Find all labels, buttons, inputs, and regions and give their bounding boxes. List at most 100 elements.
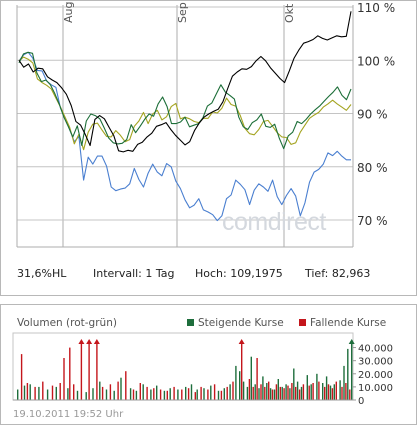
y-tick-label: 80 % <box>357 161 388 175</box>
volume-bar <box>254 384 256 400</box>
volume-bar <box>306 375 308 400</box>
volume-bar <box>264 386 266 400</box>
volume-bar <box>169 388 171 400</box>
volume-bar <box>109 384 112 400</box>
volume-bar <box>347 348 349 400</box>
volume-bar <box>76 390 79 400</box>
volume-bar <box>327 384 330 400</box>
y-tick-label: 110 % <box>357 1 395 15</box>
volume-bar <box>269 388 272 400</box>
volume-bar <box>333 384 335 400</box>
overflow-arrow <box>86 339 93 344</box>
volume-panel: 40.000 30.000 20.000 10.000 0 Volumen (rot-g… <box>0 304 417 425</box>
watermark: comdirect <box>222 208 326 236</box>
x-tick-label: Okt <box>283 3 296 23</box>
volume-bar <box>173 386 175 400</box>
y-tick-label: 90 % <box>357 108 388 122</box>
volume-y-tick-label: 0 <box>358 396 364 407</box>
volume-bar <box>190 384 193 400</box>
volume-y-tick-label: 20.000 <box>358 370 393 381</box>
volume-chart: 40.000 30.000 20.000 10.000 0 <box>12 332 393 407</box>
volume-bar <box>322 383 324 400</box>
volume-bar <box>99 381 101 400</box>
volume-y-tick-label: 10.000 <box>358 383 393 394</box>
volume-bar <box>23 385 26 400</box>
volume-bar <box>291 383 293 400</box>
volume-bar <box>20 354 23 400</box>
volume-bar <box>125 371 127 400</box>
volume-bar <box>271 389 274 400</box>
price-chart-panel: 110 % 100 % 90 % 80 % 70 % Aug Sep Okt comdirec… <box>0 0 417 296</box>
legend-rising: Steigende Kurse <box>187 317 284 329</box>
volume-bar <box>29 384 31 400</box>
x-tick-label: Sep <box>176 2 189 23</box>
volume-bar <box>308 385 310 400</box>
volume-bar <box>266 383 268 400</box>
volume-bar <box>285 384 287 400</box>
volume-bar <box>213 384 216 400</box>
volume-bar <box>153 388 155 400</box>
volume-bar <box>55 386 57 400</box>
overflow-arrow <box>348 339 355 344</box>
volume-bar <box>318 381 320 400</box>
volume-bar <box>331 388 334 400</box>
volume-bar <box>310 384 312 400</box>
volume-bar <box>69 347 71 400</box>
volume-bar <box>223 388 225 400</box>
volume-bar <box>146 386 148 400</box>
volume-bar <box>246 386 249 400</box>
volume-bar <box>67 388 69 400</box>
volume-bar <box>287 385 289 400</box>
volume-bar <box>235 365 237 400</box>
volume-bar <box>135 390 138 400</box>
stat-tief: Tief: 82,963 <box>305 267 371 280</box>
volume-bar <box>256 358 258 400</box>
volume-bar <box>163 390 166 400</box>
volume-bar <box>194 392 196 400</box>
volume-bar <box>120 377 122 400</box>
volume-bar <box>300 386 303 400</box>
volume-bar <box>203 388 205 400</box>
volume-bar <box>258 388 260 400</box>
volume-bar <box>187 388 190 400</box>
volume-bar <box>343 365 345 400</box>
volume-bar <box>38 386 40 400</box>
overflow-arrow <box>93 339 100 344</box>
volume-bar <box>252 386 254 400</box>
volume-bar <box>139 383 141 400</box>
stat-hl: 31,6%HL <box>17 267 67 280</box>
legend-rising-swatch <box>187 319 194 326</box>
volume-bar <box>316 373 318 400</box>
volume-bar <box>46 389 49 400</box>
volume-bar <box>105 389 108 400</box>
volume-bar <box>51 385 54 400</box>
volume-bar <box>262 376 264 400</box>
overflow-arrow <box>238 339 245 344</box>
legend-falling-swatch <box>299 319 306 326</box>
volume-bar <box>248 379 251 400</box>
volume-bar <box>42 381 44 400</box>
volume-bar <box>132 389 135 400</box>
overflow-arrow <box>78 339 85 344</box>
y-tick-label: 100 % <box>357 54 395 68</box>
legend-falling: Fallende Kurse <box>299 317 386 329</box>
series-line <box>18 51 351 222</box>
volume-bar <box>349 389 351 400</box>
volume-bar <box>80 341 83 400</box>
volume-bar <box>101 386 104 400</box>
x-tick-label: Aug <box>62 2 75 23</box>
volume-bar <box>59 383 61 400</box>
volume-bar <box>177 389 179 400</box>
series-line <box>18 11 352 153</box>
volume-bar <box>88 341 90 400</box>
volume-bar <box>232 381 234 400</box>
legend-rising-label: Steigende Kurse <box>198 317 284 329</box>
volume-bar <box>150 389 152 400</box>
volume-bar <box>275 384 278 400</box>
volume-bar <box>217 390 220 400</box>
volume-bar <box>220 390 223 400</box>
volume-bar <box>260 384 262 400</box>
volume-bar <box>293 368 295 400</box>
stat-hoch: Hoch: 109,1975 <box>195 267 283 280</box>
volume-bar <box>113 390 115 400</box>
